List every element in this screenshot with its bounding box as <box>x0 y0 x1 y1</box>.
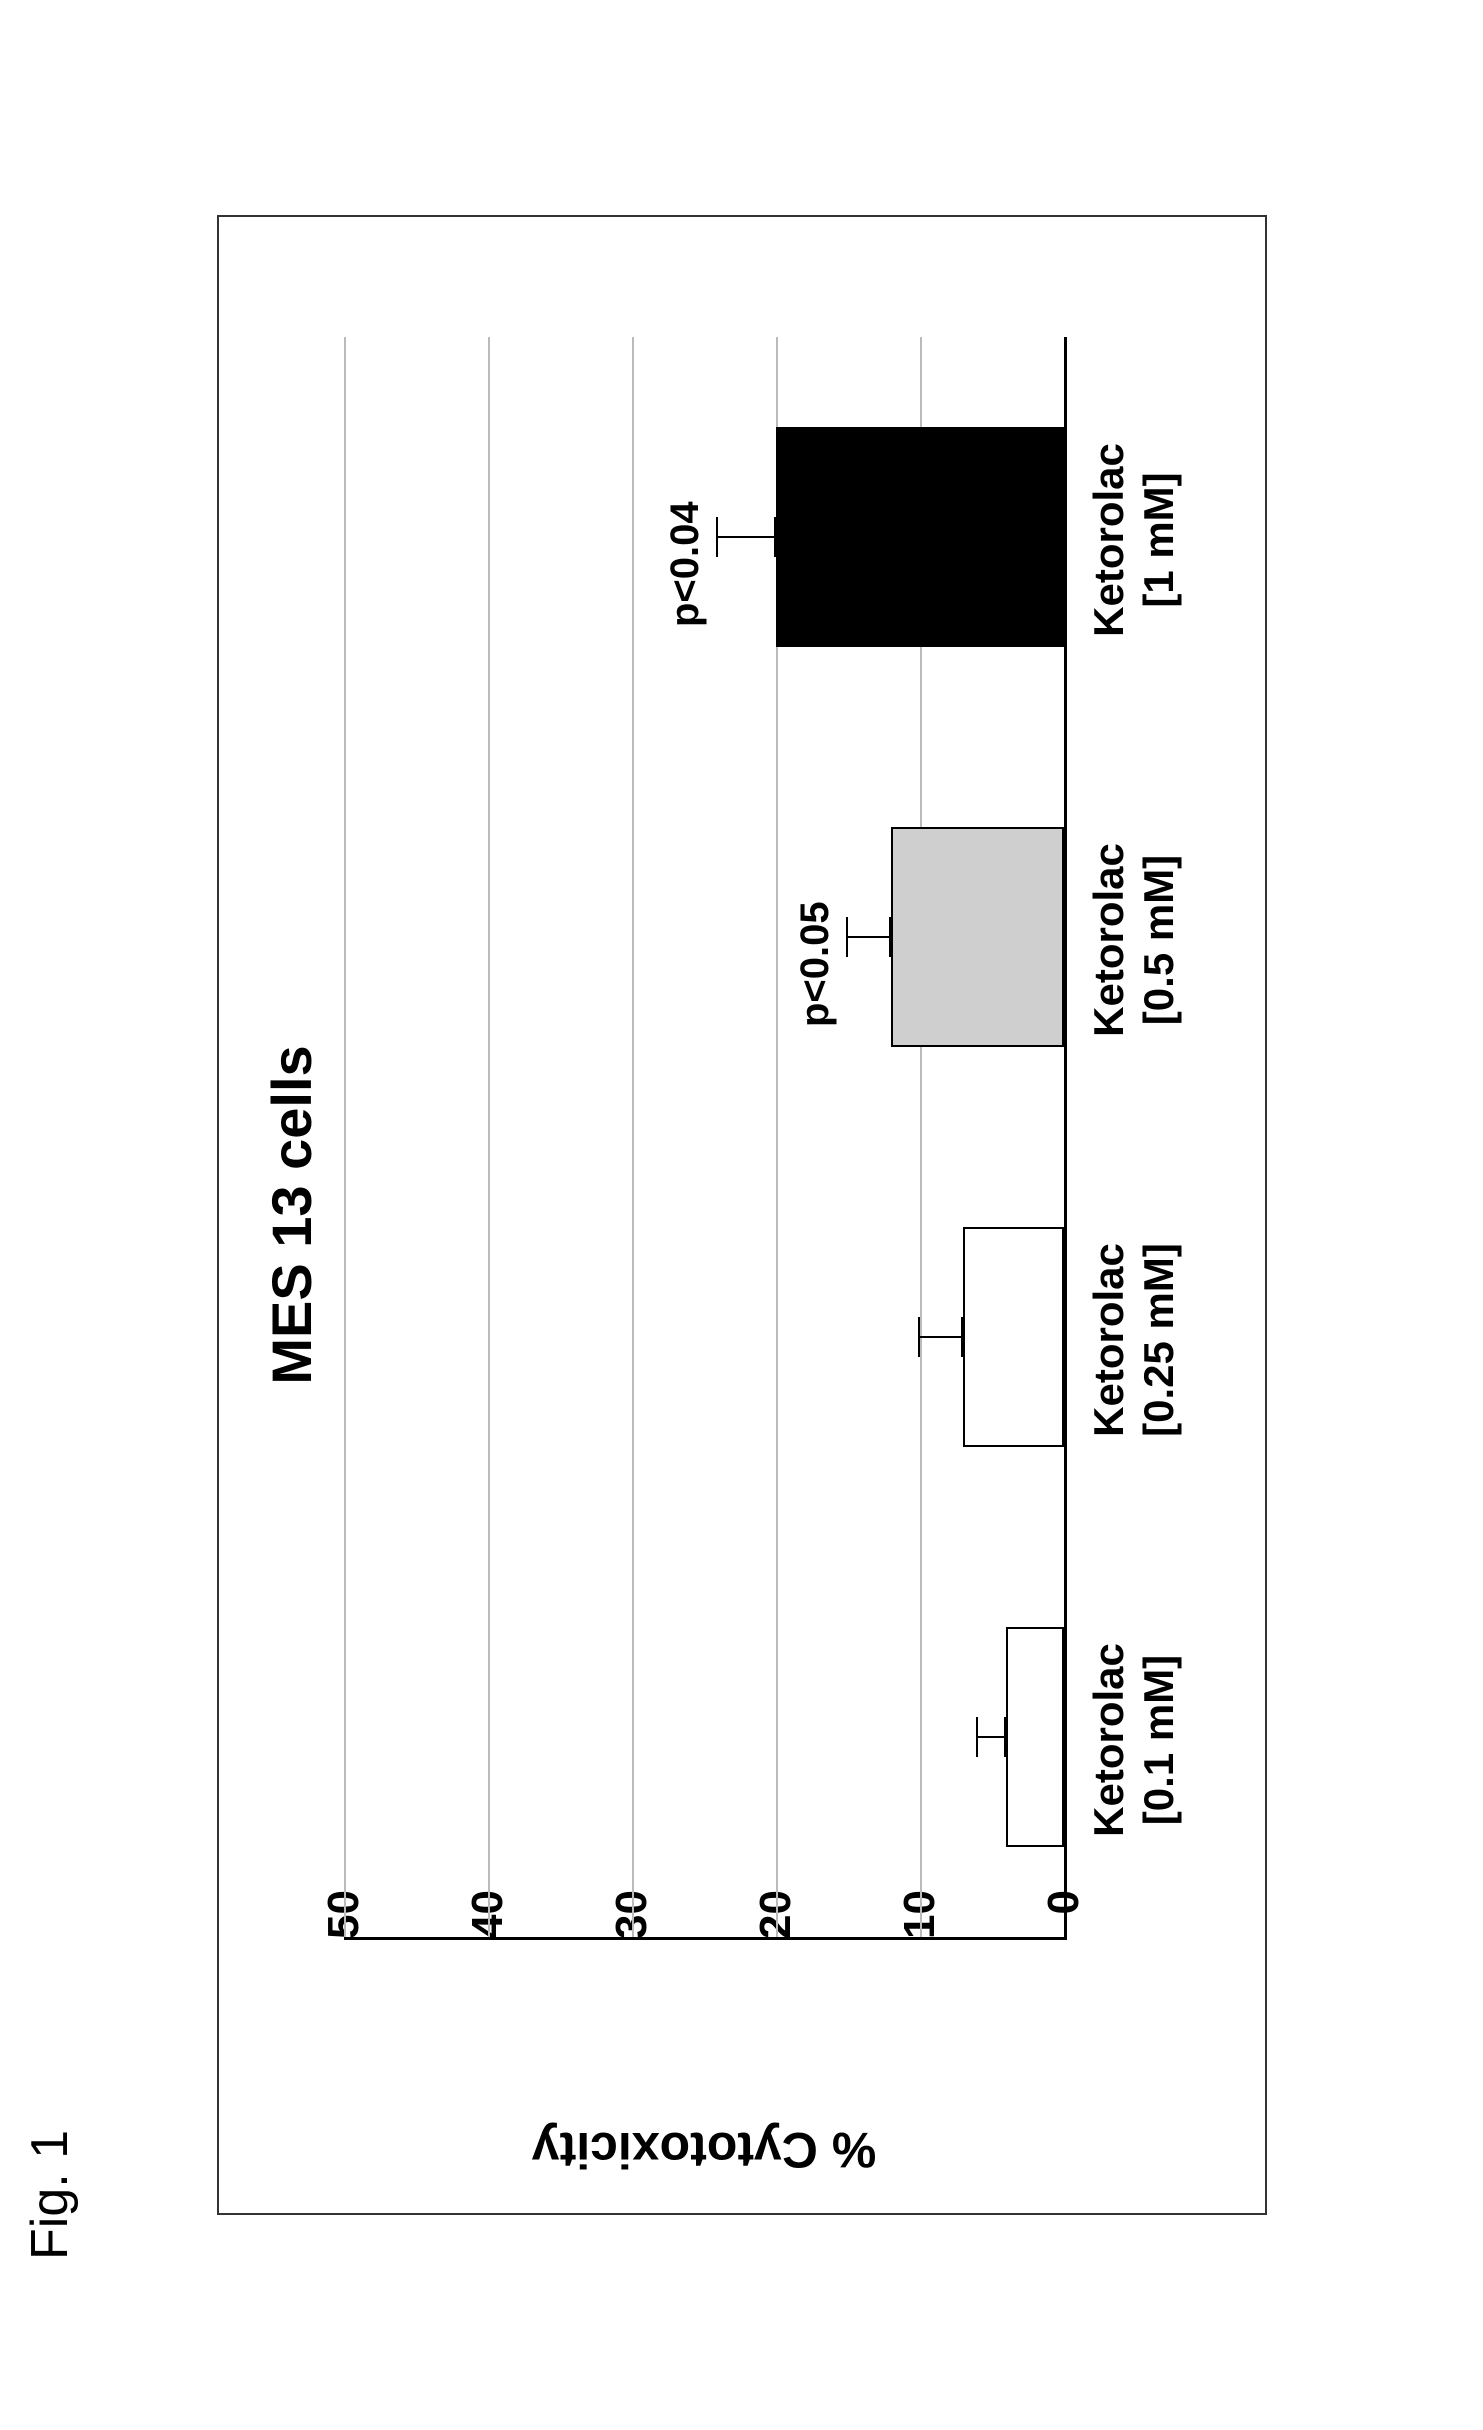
error-cap <box>774 517 776 557</box>
page: MES 13 cells % Cytotoxicity 0 10 20 30 4… <box>0 0 1483 2430</box>
x-label-name: Ketorolac <box>1084 740 1134 1140</box>
error-cap <box>918 1317 920 1357</box>
x-axis-labels: Ketorolac[0.1 mM]Ketorolac[0.25 mM]Ketor… <box>1074 340 1254 1940</box>
figure-caption: Fig. 1 <box>20 2130 80 2260</box>
error-bar <box>848 936 891 938</box>
error-cap <box>975 1717 977 1757</box>
x-label-name: Ketorolac <box>1084 1140 1134 1540</box>
error-bar <box>718 536 776 538</box>
p-value-label: p<0.04 <box>663 501 708 627</box>
x-label-name: Ketorolac <box>1084 340 1134 740</box>
p-value-label: p<0.05 <box>793 901 838 1027</box>
x-label-conc: [0.1 mM] <box>1134 1540 1184 1940</box>
error-cap <box>716 517 718 557</box>
bar <box>963 1227 1064 1447</box>
x-axis-category-label: Ketorolac[0.5 mM] <box>1084 740 1185 1140</box>
error-cap <box>846 917 848 957</box>
x-label-name: Ketorolac <box>1084 1540 1134 1940</box>
y-axis-label: % Cytotoxicity <box>531 2121 876 2179</box>
error-cap <box>1004 1717 1006 1757</box>
error-cap <box>889 917 891 957</box>
plot-region: p<0.05 p<0.04 <box>344 337 1067 1940</box>
x-axis-category-label: Ketorolac[1 mM] <box>1084 340 1185 740</box>
bar <box>891 827 1064 1047</box>
x-label-conc: [0.5 mM] <box>1134 740 1184 1140</box>
chart-frame: MES 13 cells % Cytotoxicity 0 10 20 30 4… <box>217 215 1267 2215</box>
error-cap <box>961 1317 963 1357</box>
chart-title: MES 13 cells <box>259 1045 324 1384</box>
x-axis-category-label: Ketorolac[0.1 mM] <box>1084 1540 1185 1940</box>
x-axis-category-label: Ketorolac[0.25 mM] <box>1084 1140 1185 1540</box>
bar <box>1006 1627 1064 1847</box>
x-label-conc: [1 mM] <box>1134 340 1184 740</box>
bars-container: p<0.05 p<0.04 <box>344 337 1064 1937</box>
x-label-conc: [0.25 mM] <box>1134 1140 1184 1540</box>
bar <box>776 427 1064 647</box>
error-bar <box>920 1336 963 1338</box>
error-bar <box>977 1736 1006 1738</box>
chart-area: % Cytotoxicity 0 10 20 30 40 50 p<0.05p<… <box>344 280 1064 2030</box>
